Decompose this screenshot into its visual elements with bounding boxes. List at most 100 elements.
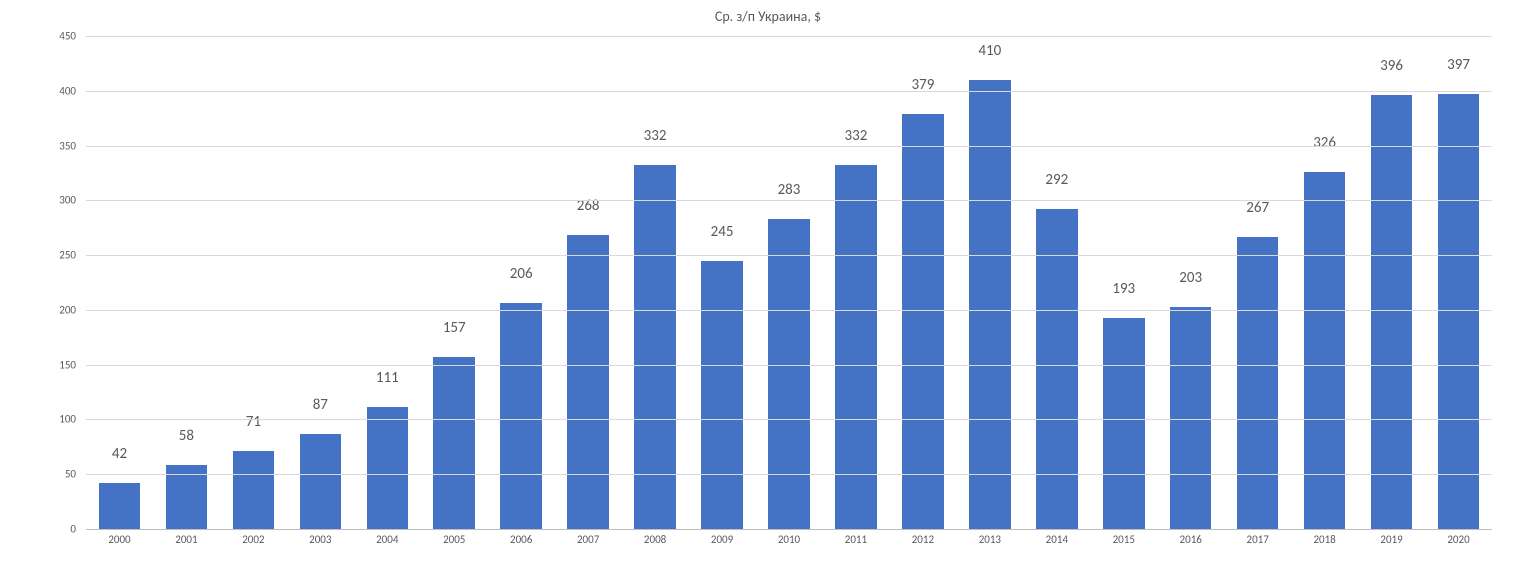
ytick-label: 150 [36,358,76,371]
gridline [86,146,1492,147]
bar-slot: 3792012 [889,36,956,529]
bar [433,357,475,529]
bar [1170,307,1212,529]
bar-slot: 3322011 [822,36,889,529]
bar-value-label: 332 [622,127,689,145]
bar-slot: 3972020 [1425,36,1492,529]
bar-value-label: 397 [1425,56,1492,74]
xtick-label: 2020 [1425,529,1492,546]
ytick-label: 50 [36,468,76,481]
xtick-label: 2017 [1224,529,1291,546]
gridline [86,200,1492,201]
bar-slot: 872003 [287,36,354,529]
bar-slot: 2062006 [488,36,555,529]
bar-value-label: 292 [1023,171,1090,189]
bar-value-label: 203 [1157,269,1224,287]
bar [233,451,275,529]
xtick-label: 2013 [956,529,1023,546]
bar [500,303,542,529]
gridline [86,310,1492,311]
xtick-label: 2001 [153,529,220,546]
xtick-label: 2008 [622,529,689,546]
xtick-label: 2002 [220,529,287,546]
bar [367,407,409,529]
xtick-label: 2009 [689,529,756,546]
bar [1438,94,1480,529]
chart-title: Ср. з/п Украина, $ [0,8,1536,25]
bar [902,114,944,529]
xtick-label: 2006 [488,529,555,546]
bar-slot: 2922014 [1023,36,1090,529]
xtick-label: 2007 [555,529,622,546]
xtick-label: 2019 [1358,529,1425,546]
xtick-label: 2015 [1090,529,1157,546]
bar [1371,95,1413,529]
bar-slot: 712002 [220,36,287,529]
gridline [86,474,1492,475]
bar [1304,172,1346,529]
bar-value-label: 87 [287,396,354,414]
ytick-label: 450 [36,30,76,43]
gridline [86,91,1492,92]
xtick-label: 2000 [86,529,153,546]
bar-value-label: 157 [421,319,488,337]
bar-slot: 1572005 [421,36,488,529]
gridline [86,365,1492,366]
bar-slot: 3322008 [622,36,689,529]
bar-value-label: 58 [153,427,220,445]
bar [1237,237,1279,530]
bar [1036,209,1078,529]
bar-slot: 2832010 [756,36,823,529]
bar-value-label: 71 [220,413,287,431]
bar [300,434,342,529]
gridline [86,529,1492,530]
bar-slot: 1112004 [354,36,421,529]
bar-slot: 2682007 [555,36,622,529]
bar [768,219,810,529]
ytick-label: 200 [36,303,76,316]
gridline [86,419,1492,420]
bar-value-label: 111 [354,369,421,387]
bar-value-label: 206 [488,265,555,283]
bar-slot: 4102013 [956,36,1023,529]
bar-slot: 1932015 [1090,36,1157,529]
bar [99,483,141,529]
ytick-label: 400 [36,84,76,97]
bar [1103,318,1145,529]
bar-slot: 3262018 [1291,36,1358,529]
xtick-label: 2003 [287,529,354,546]
bar [701,261,743,529]
bar-value-label: 396 [1358,57,1425,75]
bar [567,235,609,529]
xtick-label: 2016 [1157,529,1224,546]
chart-container: Ср. з/п Украина, $ 422000582001712002872… [0,0,1536,562]
gridline [86,36,1492,37]
bar-value-label: 245 [689,223,756,241]
bar-value-label: 410 [956,42,1023,60]
xtick-label: 2004 [354,529,421,546]
bar-slot: 2672017 [1224,36,1291,529]
bar-slot: 2452009 [689,36,756,529]
ytick-label: 250 [36,249,76,262]
xtick-label: 2014 [1023,529,1090,546]
bar [969,80,1011,529]
bar-slot: 2032016 [1157,36,1224,529]
bar-value-label: 42 [86,445,153,463]
xtick-label: 2012 [889,529,956,546]
xtick-label: 2018 [1291,529,1358,546]
xtick-label: 2005 [421,529,488,546]
bars-layer: 4220005820017120028720031112004157200520… [86,36,1492,529]
ytick-label: 350 [36,139,76,152]
ytick-label: 0 [36,523,76,536]
ytick-label: 300 [36,194,76,207]
bar-value-label: 193 [1090,280,1157,298]
bar-value-label: 326 [1291,134,1358,152]
ytick-label: 100 [36,413,76,426]
bar-value-label: 332 [822,127,889,145]
bar-slot: 422000 [86,36,153,529]
bar-value-label: 283 [756,181,823,199]
xtick-label: 2010 [756,529,823,546]
plot-area: 4220005820017120028720031112004157200520… [86,36,1492,529]
xtick-label: 2011 [822,529,889,546]
gridline [86,255,1492,256]
